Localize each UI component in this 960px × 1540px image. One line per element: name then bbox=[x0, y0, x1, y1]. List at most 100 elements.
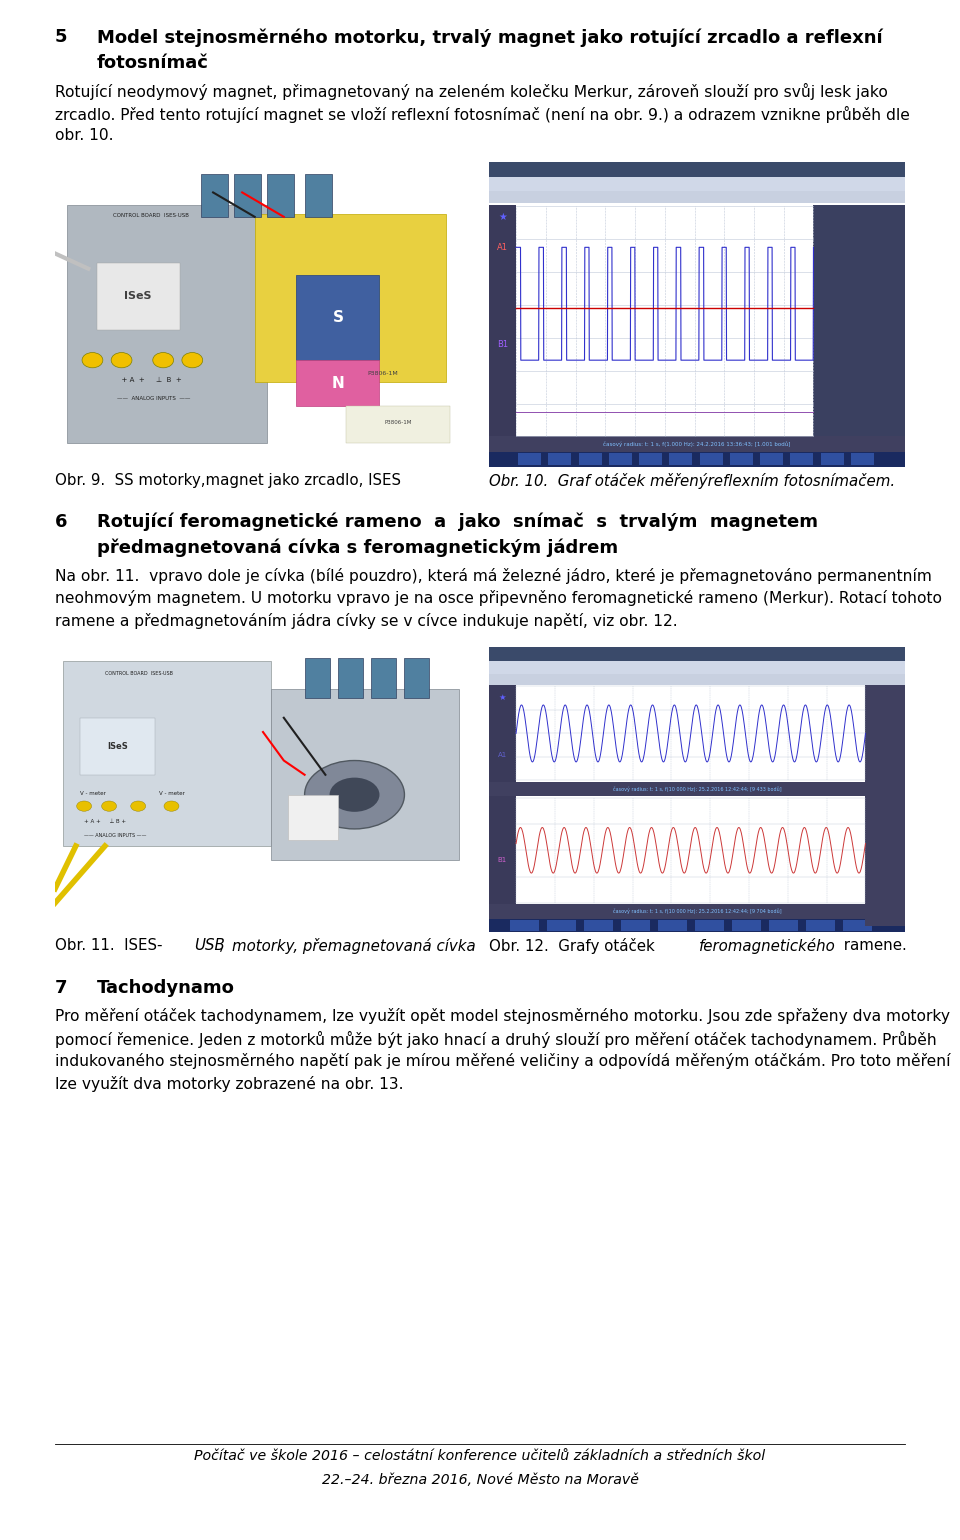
Text: obr. 10.: obr. 10. bbox=[55, 128, 113, 143]
Bar bbox=[80, 718, 155, 775]
Bar bbox=[297, 274, 379, 360]
Bar bbox=[851, 453, 874, 465]
Bar bbox=[609, 453, 632, 465]
Text: CONTROL BOARD  ISES·USB: CONTROL BOARD ISES·USB bbox=[113, 213, 189, 217]
Text: Počítač ve škole 2016 – celostátní konference učitelů základních a středních ško: Počítač ve škole 2016 – celostátní konfe… bbox=[195, 1449, 765, 1463]
Bar bbox=[267, 174, 294, 217]
Bar bbox=[489, 647, 905, 661]
Bar bbox=[584, 919, 612, 932]
Bar bbox=[760, 453, 783, 465]
Bar bbox=[347, 407, 450, 442]
Circle shape bbox=[77, 801, 91, 812]
Bar bbox=[790, 453, 813, 465]
Bar bbox=[489, 451, 905, 467]
Text: feromagnetického: feromagnetického bbox=[700, 938, 836, 955]
Circle shape bbox=[131, 801, 146, 812]
Bar bbox=[304, 174, 331, 217]
Text: ramene.: ramene. bbox=[839, 938, 906, 953]
Bar bbox=[372, 658, 396, 698]
Circle shape bbox=[304, 761, 404, 829]
Circle shape bbox=[153, 353, 174, 368]
Bar bbox=[732, 919, 760, 932]
Bar bbox=[489, 919, 905, 932]
Text: časový radius: t: 1 s, f(10 000 Hz): 25.2.2016 12:42:44; [9 704 bodů]: časový radius: t: 1 s, f(10 000 Hz): 25.… bbox=[612, 909, 781, 915]
Bar bbox=[639, 453, 662, 465]
Text: ★: ★ bbox=[498, 213, 507, 222]
Text: + A  +     ⊥  B  +: + A + ⊥ B + bbox=[117, 376, 182, 382]
Circle shape bbox=[181, 353, 203, 368]
Bar bbox=[518, 453, 541, 465]
Bar bbox=[516, 206, 813, 436]
Text: V - meter: V - meter bbox=[159, 790, 185, 796]
Bar bbox=[669, 453, 692, 465]
Bar bbox=[404, 658, 429, 698]
Bar bbox=[516, 798, 866, 902]
Text: časový radius: t: 1 s, f(1.000 Hz): 24.2.2016 13:36:43; [1.001 bodů]: časový radius: t: 1 s, f(1.000 Hz): 24.2… bbox=[603, 442, 791, 447]
Bar bbox=[813, 205, 905, 451]
Bar bbox=[97, 263, 180, 330]
Circle shape bbox=[329, 778, 379, 812]
Text: USB: USB bbox=[195, 938, 226, 953]
Bar bbox=[579, 453, 602, 465]
Bar bbox=[805, 919, 835, 932]
Bar bbox=[700, 453, 723, 465]
Circle shape bbox=[102, 801, 116, 812]
Bar bbox=[297, 360, 379, 407]
Text: ★: ★ bbox=[498, 693, 506, 702]
Circle shape bbox=[164, 801, 179, 812]
Text: fotosnímač: fotosnímač bbox=[97, 54, 209, 72]
Text: + A +     ⊥ B +: + A + ⊥ B + bbox=[84, 819, 127, 824]
Text: B1: B1 bbox=[497, 858, 507, 864]
Bar bbox=[489, 673, 905, 685]
Text: 5: 5 bbox=[55, 28, 67, 46]
Text: Obr. 10.  Graf otáček měřenýreflexním fotosnímačem.: Obr. 10. Graf otáček měřenýreflexním fot… bbox=[489, 473, 895, 490]
Bar bbox=[489, 782, 905, 796]
Text: A1: A1 bbox=[497, 752, 507, 758]
Bar bbox=[843, 919, 872, 932]
Text: neohmovým magnetem. U motorku vpravo je na osce připevněno feromagnetické rameno: neohmovým magnetem. U motorku vpravo je … bbox=[55, 590, 942, 607]
Bar bbox=[288, 795, 338, 841]
Text: B1: B1 bbox=[496, 340, 508, 350]
Text: N: N bbox=[331, 376, 345, 391]
Bar bbox=[489, 436, 905, 451]
Bar bbox=[866, 685, 905, 926]
Text: ,: , bbox=[219, 938, 228, 953]
Text: A1: A1 bbox=[497, 243, 508, 253]
Bar bbox=[201, 174, 228, 217]
Bar bbox=[547, 919, 576, 932]
Circle shape bbox=[82, 353, 103, 368]
Text: 6: 6 bbox=[55, 513, 67, 531]
Bar bbox=[234, 174, 261, 217]
Bar bbox=[272, 690, 459, 861]
Text: motorky, přemagnetovaná cívka: motorky, přemagnetovaná cívka bbox=[232, 938, 475, 955]
Text: 7: 7 bbox=[55, 979, 67, 998]
Text: CONTROL BOARD  ISES·USB: CONTROL BOARD ISES·USB bbox=[105, 671, 173, 676]
Bar bbox=[695, 919, 724, 932]
Text: pomocí řemenice. Jeden z motorků může být jako hnací a druhý slouží pro měření o: pomocí řemenice. Jeden z motorků může bý… bbox=[55, 1030, 937, 1047]
Bar bbox=[67, 205, 267, 442]
Text: Rotující neodymový magnet, přimagnetovaný na zeleném kolečku Merkur, zároveň slo: Rotující neodymový magnet, přimagnetovan… bbox=[55, 83, 888, 100]
Text: S: S bbox=[332, 310, 344, 325]
Text: Na obr. 11.  vpravo dole je cívka (bílé pouzdro), která má železné jádro, které : Na obr. 11. vpravo dole je cívka (bílé p… bbox=[55, 568, 932, 584]
Bar bbox=[489, 685, 516, 926]
Text: Obr. 11.  ISES-: Obr. 11. ISES- bbox=[55, 938, 162, 953]
Text: ——  ANALOG INPUTS  ——: —— ANALOG INPUTS —— bbox=[117, 396, 191, 400]
Bar bbox=[489, 205, 516, 451]
Bar bbox=[658, 919, 686, 932]
Text: P3806-1M: P3806-1M bbox=[367, 371, 397, 376]
Bar bbox=[730, 453, 753, 465]
Text: Tachodynamo: Tachodynamo bbox=[97, 979, 235, 998]
Text: časový radius: t: 1 s, f(10 000 Hz): 25.2.2016 12:42:44; [9 433 bodů]: časový radius: t: 1 s, f(10 000 Hz): 25.… bbox=[612, 787, 781, 792]
Bar bbox=[489, 191, 905, 203]
Bar bbox=[821, 453, 844, 465]
Text: Obr. 12.  Grafy otáček: Obr. 12. Grafy otáček bbox=[489, 938, 660, 955]
Text: Obr. 9.  SS motorky,magnet jako zrcadlo, ISES: Obr. 9. SS motorky,magnet jako zrcadlo, … bbox=[55, 473, 401, 488]
Text: V - meter: V - meter bbox=[80, 790, 106, 796]
Text: lze využít dva motorky zobrazené na obr. 13.: lze využít dva motorky zobrazené na obr.… bbox=[55, 1076, 403, 1092]
Text: Pro měření otáček tachodynamem, lze využít opět model stejnosměrného motorku. Js: Pro měření otáček tachodynamem, lze využ… bbox=[55, 1009, 950, 1024]
Bar bbox=[489, 162, 905, 177]
Text: P3806-1M: P3806-1M bbox=[385, 420, 412, 425]
Bar bbox=[621, 919, 650, 932]
Text: —— ANALOG INPUTS ——: —— ANALOG INPUTS —— bbox=[84, 833, 147, 838]
Bar bbox=[63, 661, 272, 845]
